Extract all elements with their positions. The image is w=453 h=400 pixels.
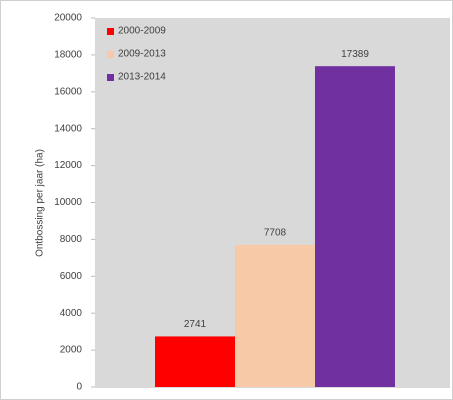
y-tick-label: 14000 (54, 123, 82, 134)
legend-swatch (107, 28, 114, 35)
y-tick-label: 18000 (54, 50, 82, 61)
y-tick-label: 12000 (54, 160, 82, 171)
y-tick-label: 20000 (54, 13, 82, 24)
data-label: 7708 (264, 227, 287, 238)
y-tick-label: 0 (76, 382, 82, 393)
legend-label: 2009-2013 (118, 49, 166, 60)
y-tick-label: 16000 (54, 86, 82, 97)
data-label: 17389 (341, 49, 369, 60)
y-tick-label: 4000 (60, 308, 83, 319)
y-tick-label: 8000 (60, 234, 83, 245)
y-tick-label: 6000 (60, 271, 83, 282)
legend-label: 2000-2009 (118, 26, 166, 37)
legend-label: 2013-2014 (118, 72, 166, 83)
bar (315, 66, 395, 388)
legend-swatch (107, 51, 114, 58)
legend-swatch (107, 74, 114, 81)
data-label: 2741 (184, 319, 207, 330)
y-axis-title: Ontbossing per jaar (ha) (35, 149, 46, 257)
bar (235, 244, 315, 387)
y-tick-label: 10000 (54, 197, 82, 208)
bar (155, 336, 235, 387)
y-tick-label: 2000 (60, 345, 83, 356)
